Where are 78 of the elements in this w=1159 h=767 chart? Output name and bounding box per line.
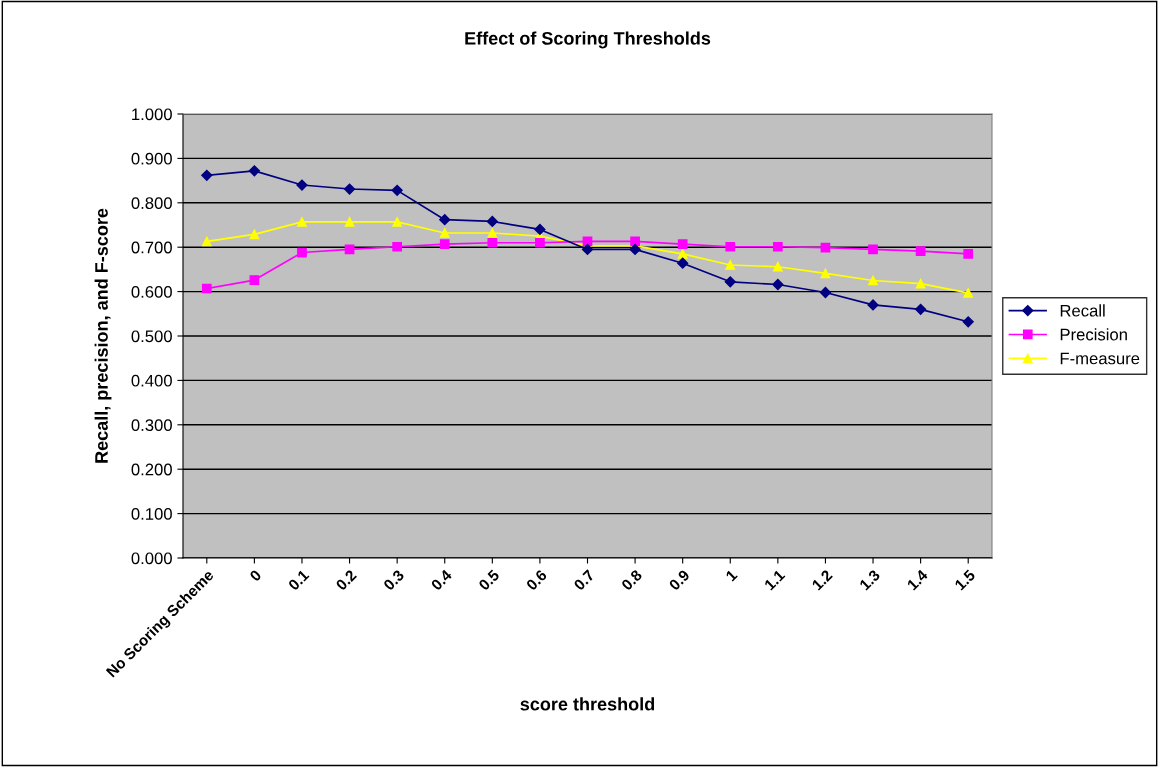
point [535,237,545,248]
point [725,241,736,252]
point [487,237,498,248]
point [201,169,213,181]
point [868,275,878,286]
x-tick-label: 0.3 [382,569,405,591]
x-tick-label: 1.4 [906,568,929,591]
y-tick-label: 0.300 [131,419,172,431]
point [249,275,260,285]
point [963,288,974,298]
point [630,236,640,247]
y-tick-label: 0.400 [131,374,172,387]
x-axis-title: score threshold [520,697,655,711]
point [391,184,403,196]
y-tick-label: 0.600 [131,286,172,298]
x-tick-label: 0.1 [287,569,310,591]
y-tick-label: 0.100 [131,508,172,520]
legend-label: Precision [1060,328,1127,341]
y-tick-label: 0.200 [131,463,172,476]
point [915,303,927,315]
x-tick-label: 0 [249,569,262,582]
y-tick-label: 1.000 [132,108,172,121]
x-tick-label: 1.1 [763,569,786,591]
point [343,183,356,195]
legend-label: Recall [1060,304,1105,317]
point [487,228,498,238]
chart-title: Effect of Scoring Thresholds [465,31,711,49]
x-tick-label: 1.5 [954,569,976,591]
point [820,242,831,253]
x-tick-label: 0.5 [478,569,500,591]
point [629,243,641,256]
x-tick-label: 0.9 [668,569,691,591]
point [439,239,450,249]
point [297,247,307,258]
point [677,248,688,259]
point [297,217,307,227]
legend-label: F-measure [1060,352,1140,365]
y-tick-label: 0.900 [131,152,172,165]
point [439,228,450,238]
y-axis-title: Recall, precision, and F-score [94,208,112,463]
x-tick-label: 1.2 [811,569,833,591]
point [962,316,974,328]
point [392,217,403,227]
x-tick-label: 0.7 [573,569,595,591]
y-tick-label: 0.700 [131,241,172,254]
point [820,268,831,279]
point [486,215,498,228]
point [344,217,355,227]
point [772,241,783,252]
point [819,286,832,299]
point [392,241,403,252]
point [581,243,594,256]
y-tick-label: 0.000 [131,552,172,565]
x-tick-label: 1.3 [858,569,881,591]
x-tick-label: 0.6 [525,569,548,591]
point [677,239,688,249]
y-tick-label: 0.500 [131,330,172,343]
point [868,244,878,255]
point [772,261,783,272]
point [724,276,736,288]
x-tick-label: 1 [725,569,738,582]
point [915,278,926,289]
point [201,236,212,247]
point [677,257,689,269]
point [534,223,546,236]
point [915,246,926,257]
point [725,260,736,270]
x-tick-label: 0.2 [335,569,358,591]
y-tick-label: 0.800 [131,197,172,209]
point [248,165,260,177]
point [249,229,260,240]
x-tick-label: 0.8 [620,569,643,591]
point [201,283,212,294]
point [963,248,974,259]
point [772,278,784,291]
point [867,299,879,311]
x-tick-label: 0.4 [430,568,453,591]
point [439,214,451,226]
